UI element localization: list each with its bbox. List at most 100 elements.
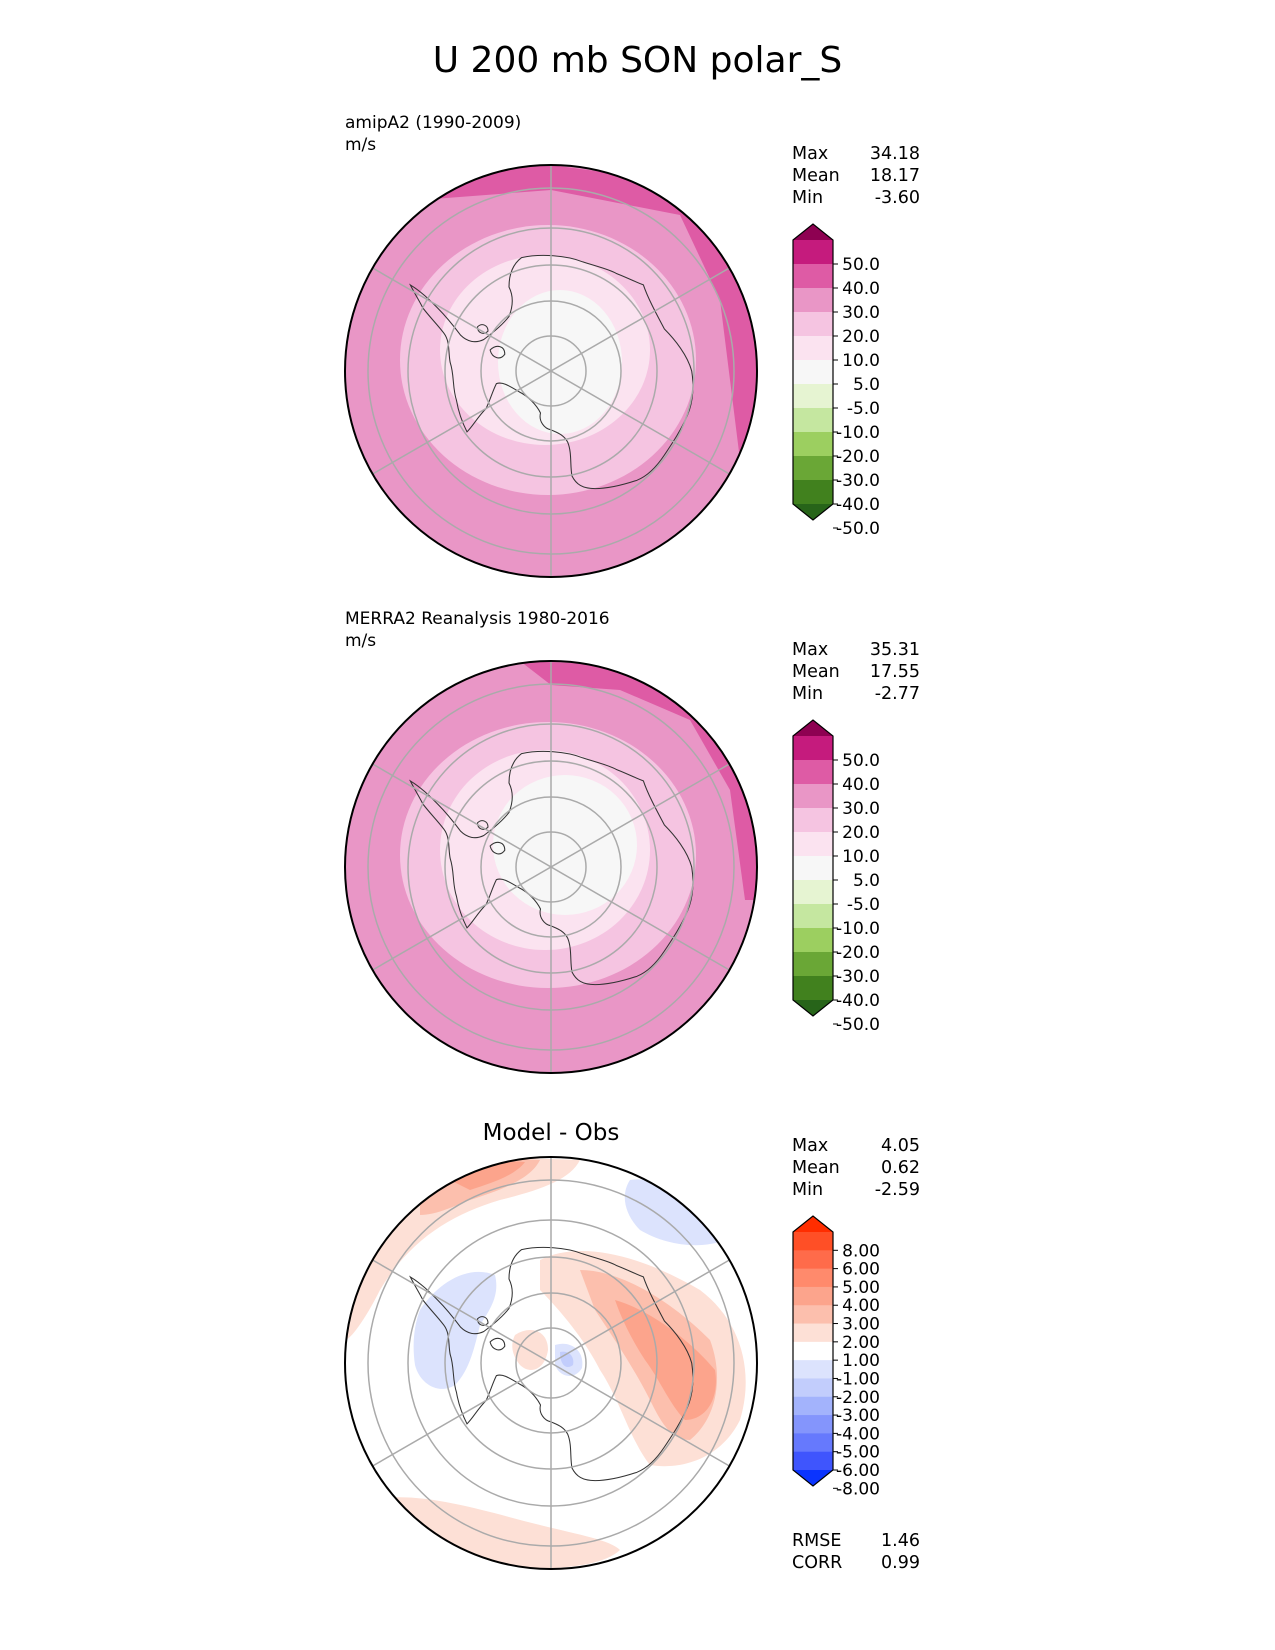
panel-3-max-label: Max bbox=[792, 1136, 829, 1156]
colorbar-segment bbox=[793, 1286, 833, 1306]
colorbar-tick-label: 8.00 bbox=[842, 1241, 880, 1261]
colorbar-tick-label: -50.0 bbox=[836, 519, 880, 539]
colorbar-segment bbox=[793, 384, 833, 409]
panel-3-colorbar: 8.006.005.004.003.002.001.00-1.00-2.00-3… bbox=[792, 1215, 880, 1499]
colorbar-tick-label: 10.0 bbox=[842, 847, 880, 867]
colorbar-tick-label: -3.00 bbox=[836, 1406, 880, 1426]
colorbar-tick-label: -30.0 bbox=[836, 967, 880, 987]
colorbar-tick-label: 5.00 bbox=[842, 1278, 880, 1298]
colorbar-extend-min bbox=[793, 504, 833, 520]
colorbar-extend-max bbox=[793, 1216, 833, 1232]
colorbar-segment bbox=[793, 480, 833, 505]
panel-1-mean-label: Mean bbox=[792, 166, 840, 186]
colorbar-segment bbox=[793, 1415, 833, 1434]
panel-3-rmse-label: RMSE bbox=[792, 1531, 842, 1551]
panel-1-title: amipA2 (1990-2009) bbox=[345, 113, 522, 133]
colorbar-tick-label: 6.00 bbox=[842, 1260, 880, 1280]
panel-2-title: MERRA2 Reanalysis 1980-2016 bbox=[345, 609, 610, 629]
colorbar-tick-label: -4.00 bbox=[836, 1424, 880, 1444]
panel-1-min-value: -3.60 bbox=[874, 188, 920, 208]
colorbar-segment bbox=[793, 928, 833, 953]
panel-3-corr-value: 0.99 bbox=[881, 1553, 920, 1573]
colorbar-tick-label: -20.0 bbox=[836, 943, 880, 963]
panel-1-colorbar: 50.0 40.0 30.0 20.0 10.0 5.0 -5.0 -10.0 -20.0 -30… bbox=[792, 223, 880, 539]
colorbar-tick-label: -1.00 bbox=[836, 1369, 880, 1389]
panel-3-min-label: Min bbox=[792, 1180, 824, 1200]
colorbar-segment bbox=[793, 1341, 833, 1361]
panel-1-map bbox=[344, 164, 758, 578]
colorbar-segment bbox=[793, 832, 833, 857]
colorbar-tick-label: 20.0 bbox=[842, 327, 880, 347]
panel-2-mean-label: Mean bbox=[792, 662, 840, 682]
colorbar-tick-label: 1.00 bbox=[842, 1351, 880, 1371]
colorbar-tick-label: -40.0 bbox=[836, 991, 880, 1011]
panel-3-min-value: -2.59 bbox=[874, 1180, 920, 1200]
colorbar-segment bbox=[793, 856, 833, 881]
colorbar-segment bbox=[793, 976, 833, 1001]
colorbar-segment bbox=[793, 880, 833, 905]
panel-3-title: Model - Obs bbox=[482, 1120, 620, 1146]
panel-3-corr-label: CORR bbox=[792, 1553, 843, 1573]
panel-2-colorbar: 50.0 40.0 30.0 20.0 10.0 5.0 -5.0 -10.0 -20.0 -30… bbox=[792, 719, 880, 1035]
colorbar-segment bbox=[793, 1433, 833, 1453]
colorbar-tick-label: 40.0 bbox=[842, 279, 880, 299]
colorbar-extend-min bbox=[793, 1470, 833, 1486]
colorbar-segment bbox=[793, 288, 833, 313]
panel-3-rmse-value: 1.46 bbox=[881, 1531, 920, 1551]
panel-2-units: m/s bbox=[345, 631, 377, 651]
colorbar-tick-label: -10.0 bbox=[836, 423, 880, 443]
colorbar-tick-label: 4.00 bbox=[842, 1296, 880, 1316]
colorbar-tick-label: -40.0 bbox=[836, 495, 880, 515]
colorbar-segment bbox=[793, 1305, 833, 1325]
panel-3-max-value: 4.05 bbox=[881, 1136, 920, 1156]
panel-1-units: m/s bbox=[345, 135, 377, 155]
colorbar-segment bbox=[793, 1360, 833, 1379]
colorbar-segment bbox=[793, 264, 833, 289]
colorbar-segment bbox=[793, 1396, 833, 1416]
colorbar-segment bbox=[793, 784, 833, 809]
colorbar-tick-label: 50.0 bbox=[842, 255, 880, 275]
colorbar-tick-label: -6.00 bbox=[836, 1461, 880, 1481]
colorbar-segment bbox=[793, 432, 833, 457]
colorbar-tick-label: -50.0 bbox=[836, 1015, 880, 1035]
colorbar-segment bbox=[793, 456, 833, 481]
colorbar-segment bbox=[793, 312, 833, 337]
panel-2-max-value: 35.31 bbox=[869, 640, 920, 660]
colorbar-tick-label: -10.0 bbox=[836, 919, 880, 939]
panel-3-mean-value: 0.62 bbox=[881, 1158, 920, 1178]
colorbar-segment bbox=[793, 360, 833, 385]
colorbar-tick-label: -5.00 bbox=[836, 1443, 880, 1463]
colorbar-extend-max bbox=[793, 720, 833, 736]
panel-2-min-label: Min bbox=[792, 684, 824, 704]
colorbar-tick-label: -20.0 bbox=[836, 447, 880, 467]
colorbar-segment bbox=[793, 336, 833, 361]
colorbar-segment bbox=[793, 1451, 833, 1471]
colorbar-tick-label: 10.0 bbox=[842, 351, 880, 371]
colorbar-extend-min bbox=[793, 1000, 833, 1016]
colorbar-tick-label: -5.0 bbox=[847, 895, 880, 915]
colorbar-segment bbox=[793, 736, 833, 761]
panel-1-mean-value: 18.17 bbox=[869, 166, 920, 186]
colorbar-tick-label: 20.0 bbox=[842, 823, 880, 843]
panel-3-map bbox=[344, 1156, 758, 1570]
panel-3-mean-label: Mean bbox=[792, 1158, 840, 1178]
panel-1-max-value: 34.18 bbox=[869, 144, 920, 164]
colorbar-tick-label: -8.00 bbox=[836, 1479, 880, 1499]
panel-2-mean-value: 17.55 bbox=[869, 662, 920, 682]
panel-1-max-label: Max bbox=[792, 144, 829, 164]
colorbar-segment bbox=[793, 1378, 833, 1398]
colorbar-segment bbox=[793, 904, 833, 929]
colorbar-extend-max bbox=[793, 224, 833, 240]
colorbar-segment bbox=[793, 808, 833, 833]
figure-title: U 200 mb SON polar_S bbox=[432, 40, 843, 81]
colorbar-segment bbox=[793, 240, 833, 265]
panel-2-min-value: -2.77 bbox=[874, 684, 920, 704]
colorbar-segment bbox=[793, 760, 833, 785]
colorbar-segment bbox=[793, 1250, 833, 1270]
colorbar-segment bbox=[793, 408, 833, 433]
colorbar-tick-label: 30.0 bbox=[842, 303, 880, 323]
colorbar-tick-label: 3.00 bbox=[842, 1315, 880, 1335]
colorbar-tick-label: 50.0 bbox=[842, 751, 880, 771]
colorbar-segment bbox=[793, 1232, 833, 1251]
